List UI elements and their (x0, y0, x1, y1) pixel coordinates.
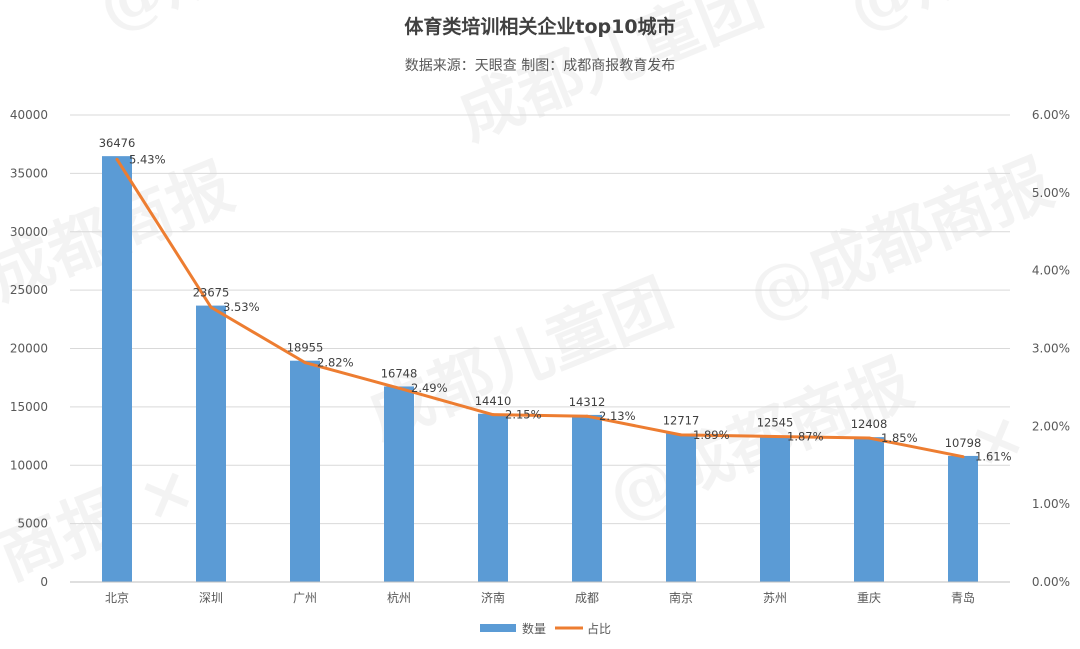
y2-tick-label: 2.00% (1032, 419, 1070, 433)
bar-value-label: 10798 (945, 436, 982, 450)
bar (196, 305, 226, 582)
line-point (773, 434, 777, 438)
chart-title: 体育类培训相关企业top10城市 (404, 15, 675, 38)
y-axis-left: 0 5000 10000 15000 20000 25000 30000 35000 40000 (10, 108, 48, 589)
y-tick-label: 5000 (17, 517, 48, 531)
y-tick-label: 0 (40, 575, 48, 589)
bar (666, 433, 696, 582)
bar-value-label: 14410 (475, 394, 512, 408)
bar-value-label: 14312 (569, 395, 606, 409)
bar-value-label: 36476 (99, 136, 136, 150)
y-tick-label: 25000 (10, 283, 48, 297)
y-tick-label: 10000 (10, 458, 48, 472)
y-axis-right: 0.00% 1.00% 2.00% 3.00% 4.00% 5.00% 6.00% (1032, 108, 1070, 589)
legend-label-bar: 数量 (522, 621, 546, 636)
line-value-label: 3.53% (223, 300, 260, 314)
chart-subtitle: 数据来源：天眼查 制图：成都商报教育发布 (405, 58, 675, 74)
line-point (115, 157, 119, 161)
y-tick-label: 35000 (10, 166, 48, 180)
data-labels: 36476 23675 18955 16748 14410 14312 12717 12545… (99, 136, 1012, 464)
x-tick-label: 青岛 (951, 590, 975, 605)
x-tick-label: 北京 (105, 591, 129, 605)
x-tick-label: 济南 (481, 590, 505, 605)
y-tick-label: 20000 (10, 342, 48, 356)
bar-value-label: 16748 (381, 366, 418, 380)
line-point (491, 413, 495, 417)
line-value-label: 1.61% (975, 450, 1012, 464)
bar (948, 455, 978, 582)
watermark: @成都 @成都 成都儿童团 成都商报 @成都商报 成都儿童团 商报 × @成都商… (0, 0, 1063, 595)
bar-series (102, 156, 978, 582)
svg-text:@成都: @成都 (88, 0, 294, 45)
bar (478, 413, 508, 582)
x-tick-label: 杭州 (387, 590, 411, 605)
legend-label-line: 占比 (587, 621, 611, 636)
x-tick-label: 深圳 (199, 591, 223, 605)
y2-tick-label: 6.00% (1032, 108, 1070, 122)
bar-value-label: 12408 (851, 417, 888, 431)
line-point (679, 433, 683, 437)
line-series (115, 157, 965, 459)
bar (384, 386, 414, 582)
bar-value-label: 12545 (757, 416, 794, 430)
line-value-label: 1.87% (787, 429, 824, 443)
bar-value-label: 18955 (287, 341, 324, 355)
line-path (115, 158, 964, 459)
line-point (209, 305, 213, 309)
y2-tick-label: 3.00% (1032, 342, 1070, 356)
line-point (585, 414, 589, 418)
y-tick-label: 30000 (10, 225, 48, 239)
y-tick-label: 40000 (10, 108, 48, 122)
y-tick-label: 15000 (10, 400, 48, 414)
bar (102, 156, 132, 582)
legend: 数量 占比 (480, 621, 611, 636)
bar (854, 437, 884, 582)
line-point (303, 361, 307, 365)
x-axis: 北京 深圳 广州 杭州 济南 成都 南京 苏州 重庆 青岛 (70, 581, 1010, 605)
y2-tick-label: 4.00% (1032, 264, 1070, 278)
line-value-label: 2.15% (505, 408, 542, 422)
line-value-label: 2.82% (317, 356, 354, 370)
line-value-label: 2.13% (599, 409, 636, 423)
bar-value-label: 12717 (663, 414, 700, 428)
line-value-label: 2.49% (411, 381, 448, 395)
line-point (397, 386, 401, 390)
bar (760, 435, 790, 582)
bar-value-label: 23675 (193, 286, 230, 300)
y2-tick-label: 0.00% (1032, 575, 1070, 589)
bar (572, 414, 602, 582)
y2-tick-label: 5.00% (1032, 186, 1070, 200)
line-value-label: 1.89% (693, 428, 730, 442)
line-value-label: 5.43% (129, 152, 166, 166)
x-tick-label: 成都 (575, 591, 599, 605)
line-point (961, 455, 965, 459)
y2-tick-label: 1.00% (1032, 497, 1070, 511)
x-tick-label: 广州 (293, 591, 317, 605)
x-tick-label: 苏州 (763, 591, 787, 605)
line-point (867, 436, 871, 440)
x-tick-label: 南京 (669, 590, 693, 605)
legend-swatch-bar (480, 624, 516, 632)
line-value-label: 1.85% (881, 431, 918, 445)
x-tick-label: 重庆 (857, 591, 881, 605)
svg-text:@成都: @成都 (838, 0, 1044, 45)
bar (290, 360, 320, 582)
